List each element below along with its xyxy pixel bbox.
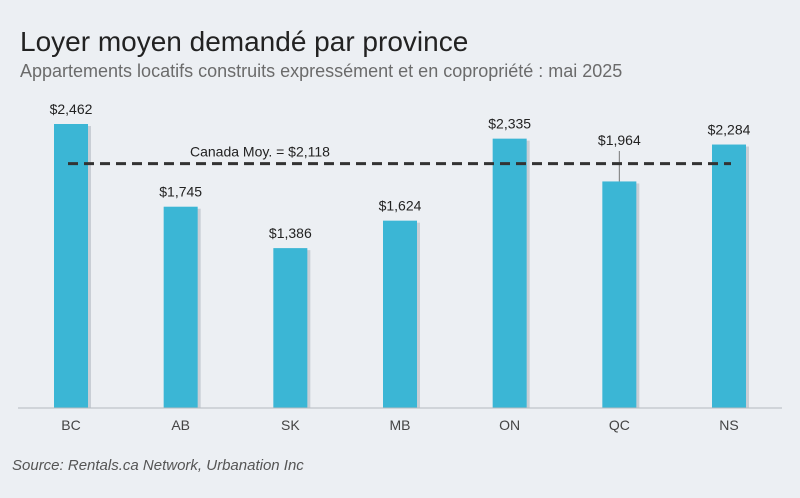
x-tick-label-ab: AB: [171, 417, 190, 433]
bar-ns: [712, 144, 746, 408]
value-label-on: $2,335: [488, 116, 531, 132]
value-label-ns: $2,284: [708, 122, 751, 138]
value-label-ab: $1,745: [159, 184, 202, 200]
x-tick-label-ns: NS: [719, 417, 738, 433]
value-label-qc: $1,964: [598, 132, 641, 148]
bar-qc: [602, 181, 637, 408]
value-label-mb: $1,624: [379, 198, 422, 214]
bar-ab: [163, 206, 198, 408]
value-label-sk: $1,386: [269, 225, 312, 241]
bar-on: [492, 138, 527, 408]
bar-sk: [273, 248, 308, 408]
x-tick-label-sk: SK: [281, 417, 300, 433]
x-tick-label-on: ON: [499, 417, 520, 433]
average-reference-label: Canada Moy. = $2,118: [190, 144, 330, 160]
bar-bc: [54, 124, 88, 408]
source-note: Source: Rentals.ca Network, Urbanation I…: [12, 457, 304, 474]
x-tick-label-bc: BC: [61, 417, 80, 433]
x-tick-label-qc: QC: [609, 417, 630, 433]
bar-mb: [383, 220, 417, 408]
value-label-bc: $2,462: [50, 101, 93, 117]
chart-title: Loyer moyen demandé par province: [20, 26, 469, 57]
x-tick-label-mb: MB: [390, 417, 411, 433]
chart-subtitle: Appartements locatifs construits express…: [20, 61, 623, 81]
